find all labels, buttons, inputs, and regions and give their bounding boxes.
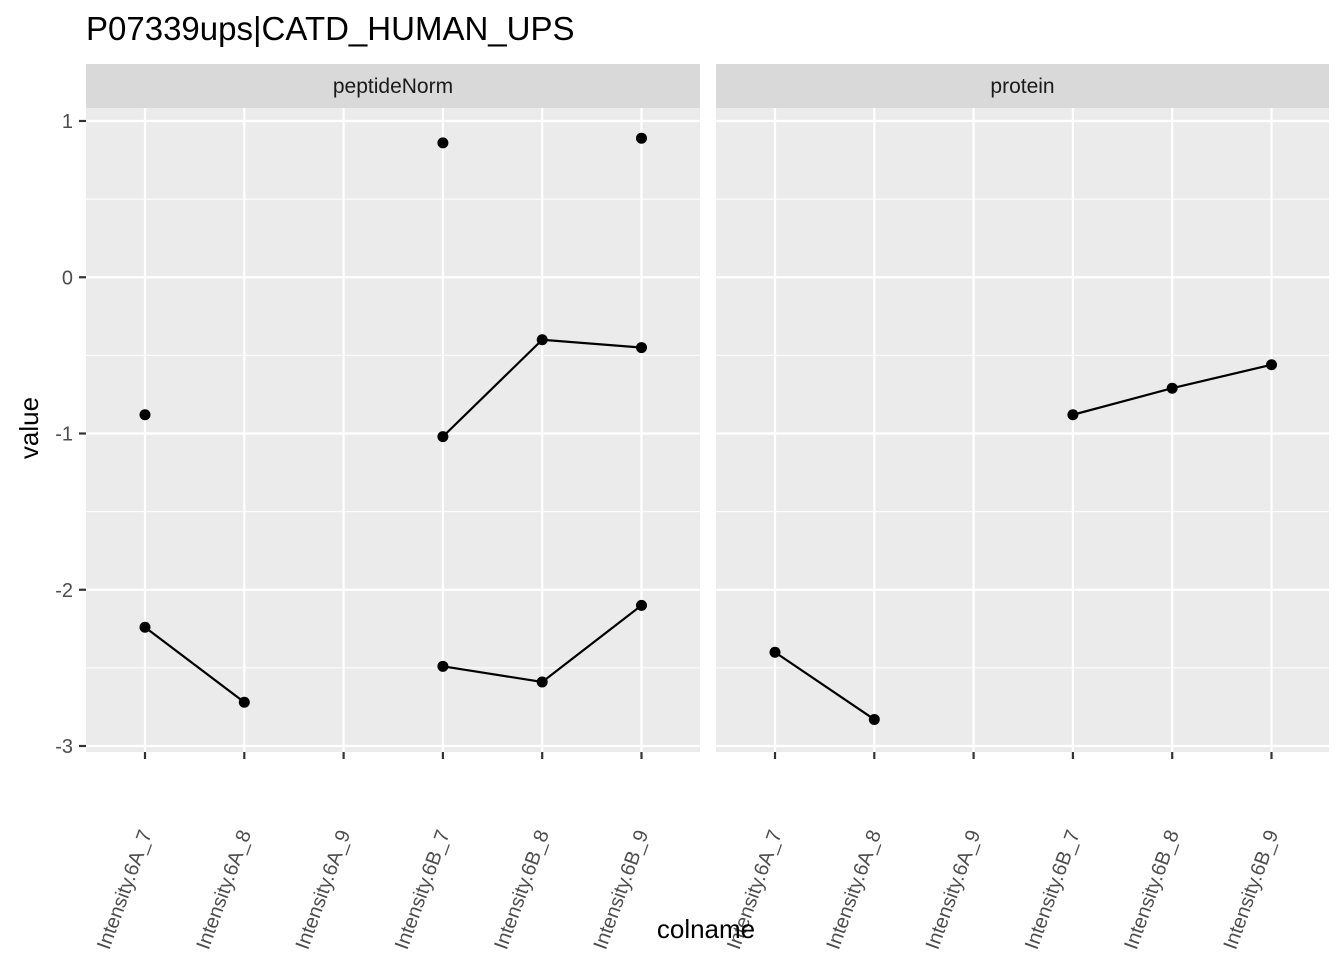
series-1 [769,646,880,725]
x-tick-label: Intensity.6B_7 [391,827,455,952]
y-tick-label: -2 [55,580,73,602]
x-tick-label: Intensity.6A_8 [822,827,886,952]
y-tick-label: 1 [62,111,73,133]
data-point [1067,409,1079,421]
series-line [774,651,875,721]
facet-label: protein [990,75,1054,98]
series-1 [139,132,647,421]
x-axis-title: colname [657,914,755,944]
data-point [636,132,647,144]
x-tick-label: Intensity.6B_8 [490,827,554,952]
facet-strip [716,64,1329,108]
x-tick-label: Intensity.6B_8 [1120,827,1184,952]
y-tick-label: -3 [55,736,73,758]
data-point [1166,382,1178,394]
data-point [636,342,647,354]
panel-background [86,108,700,752]
x-tick-label: Intensity.6A_7 [93,827,157,952]
data-point [536,676,548,688]
facet-strip [86,64,700,108]
data-point [868,713,880,725]
data-point [139,409,151,421]
y-axis: 1 0 -1 -2 -3 [55,111,86,758]
x-tick-label: Intensity.6A_8 [192,827,256,952]
series-2 [1067,359,1277,421]
panel-background [716,108,1329,752]
data-point [1266,359,1277,371]
data-point [536,334,548,346]
data-point [636,599,647,611]
facet-label: peptideNorm [333,75,453,98]
chart-title: P07339ups|CATD_HUMAN_UPS [86,10,575,47]
series-3 [139,599,647,708]
data-point [769,646,781,658]
series-line [144,626,245,704]
y-axis-title: value [14,397,44,459]
data-point [139,621,151,633]
y-tick-label: -1 [55,424,73,446]
data-point [437,137,449,149]
x-tick-label: Intensity.6A_9 [292,827,356,952]
x-tick-label: Intensity.6B_7 [1021,827,1085,952]
data-point [238,696,250,708]
y-tick-label: 0 [62,267,73,289]
facet-panels: peptideNorm Intensity.6A_7 Intensity.6A_8 I… [86,64,1329,952]
series-2 [437,334,647,443]
x-tick-label: Intensity.6B_9 [590,827,654,952]
data-point [437,660,449,672]
x-tick-label: Intensity.6A_9 [922,827,986,952]
panel-peptideNorm: peptideNorm Intensity.6A_7 Intensity.6A_8 I… [86,64,700,952]
data-point [437,431,449,443]
x-tick-label: Intensity.6B_9 [1220,827,1284,952]
